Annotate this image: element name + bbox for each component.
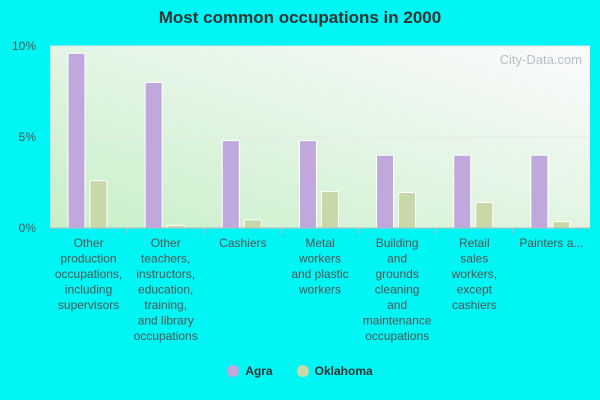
- x-tick-label: Cashiers: [219, 236, 266, 250]
- watermark: City-Data.com: [500, 52, 582, 67]
- bar-oklahoma: [243, 219, 262, 229]
- bar-agra: [376, 154, 395, 229]
- legend-marker-agra: [227, 365, 240, 377]
- x-tick-label: Retail sales workers, except cashiers: [451, 236, 497, 312]
- x-tick-label: Painters a...: [519, 236, 583, 250]
- chart-title: Most common occupations in 2000: [158, 8, 442, 27]
- bar-oklahoma: [552, 221, 571, 229]
- y-tick-label: 0%: [19, 221, 37, 235]
- bar-agra: [530, 154, 549, 229]
- x-tick-label: Other production occupations, including supe…: [55, 236, 122, 312]
- bar-agra: [67, 52, 86, 229]
- legend-marker-oklahoma: [296, 365, 309, 377]
- bar-agra: [221, 140, 240, 229]
- y-tick-label: 10%: [12, 39, 36, 53]
- bar-oklahoma: [475, 202, 494, 229]
- legend: Agra Oklahoma: [0, 364, 600, 378]
- legend-item-oklahoma: Oklahoma: [296, 364, 373, 378]
- bar-agra: [298, 140, 317, 229]
- legend-label-agra: Agra: [245, 364, 273, 378]
- bar-oklahoma: [89, 180, 108, 229]
- x-tick-label: Other teachers, instructors, education, trai…: [134, 236, 198, 343]
- bar-oklahoma: [398, 192, 417, 229]
- x-tick-label: Building and grounds cleaning and maintenance…: [363, 236, 432, 343]
- legend-item-agra: Agra: [227, 364, 273, 378]
- bar-agra: [453, 154, 472, 229]
- bar-oklahoma: [320, 191, 339, 229]
- y-tick-label: 5%: [19, 130, 37, 144]
- bar-agra: [144, 81, 163, 229]
- legend-label-oklahoma: Oklahoma: [314, 364, 373, 378]
- x-tick-label: Metal workers and plastic workers: [291, 236, 348, 297]
